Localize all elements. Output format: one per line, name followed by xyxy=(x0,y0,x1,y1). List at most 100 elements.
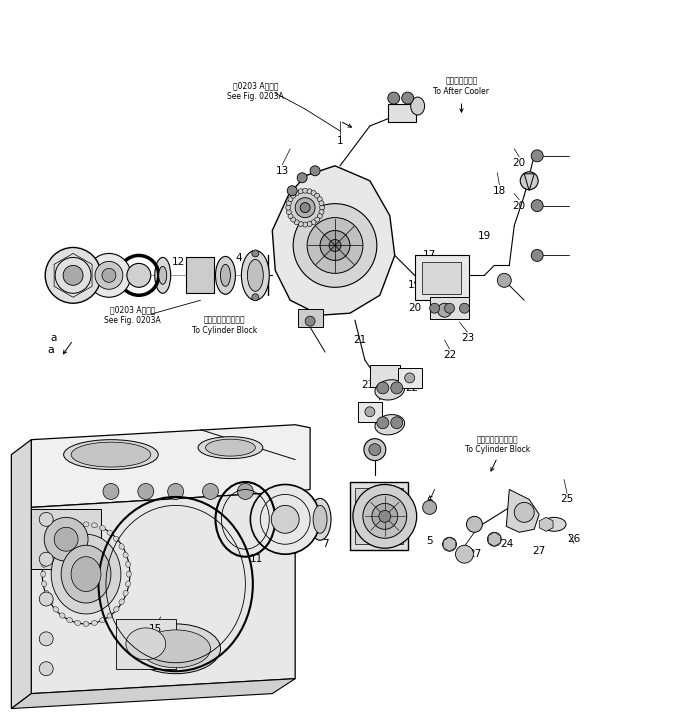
Ellipse shape xyxy=(71,557,101,591)
Circle shape xyxy=(298,189,304,194)
Circle shape xyxy=(443,537,456,552)
Text: a: a xyxy=(48,345,55,355)
Circle shape xyxy=(317,213,322,218)
Circle shape xyxy=(311,190,316,195)
Circle shape xyxy=(286,205,291,210)
Circle shape xyxy=(39,662,53,676)
Circle shape xyxy=(87,254,131,297)
Ellipse shape xyxy=(48,544,53,549)
Circle shape xyxy=(297,173,307,182)
Polygon shape xyxy=(506,490,539,532)
Ellipse shape xyxy=(59,530,65,536)
Circle shape xyxy=(39,592,53,606)
Circle shape xyxy=(320,205,324,210)
Ellipse shape xyxy=(67,526,73,531)
Ellipse shape xyxy=(114,536,119,541)
Circle shape xyxy=(377,417,389,429)
Bar xyxy=(429,297,470,319)
Text: To Cylinder Block: To Cylinder Block xyxy=(465,445,530,454)
Circle shape xyxy=(460,304,470,313)
Circle shape xyxy=(307,218,363,273)
Ellipse shape xyxy=(83,622,89,627)
Ellipse shape xyxy=(75,621,81,625)
Circle shape xyxy=(466,516,483,532)
Ellipse shape xyxy=(205,439,255,456)
Ellipse shape xyxy=(41,571,46,577)
Text: 10: 10 xyxy=(65,270,77,280)
Circle shape xyxy=(314,217,320,222)
Ellipse shape xyxy=(100,618,106,623)
Ellipse shape xyxy=(42,581,46,587)
Circle shape xyxy=(303,222,308,227)
Text: 図0203 A図参照: 図0203 A図参照 xyxy=(110,306,155,314)
Text: 7: 7 xyxy=(322,539,328,549)
Text: To After Cooler: To After Cooler xyxy=(433,87,489,96)
Bar xyxy=(398,368,422,388)
Text: 9: 9 xyxy=(112,268,119,278)
Circle shape xyxy=(288,213,293,218)
Circle shape xyxy=(319,210,324,215)
Text: To Cylinder Block: To Cylinder Block xyxy=(192,326,257,335)
Ellipse shape xyxy=(42,524,130,624)
Ellipse shape xyxy=(100,526,106,531)
Circle shape xyxy=(286,210,291,215)
Text: 11: 11 xyxy=(250,554,263,564)
Polygon shape xyxy=(11,678,295,709)
Circle shape xyxy=(379,510,391,522)
Text: 3: 3 xyxy=(215,273,222,283)
Circle shape xyxy=(391,417,402,429)
Circle shape xyxy=(39,632,53,646)
Ellipse shape xyxy=(542,518,566,531)
Text: 6: 6 xyxy=(426,497,433,506)
Text: アフタクーラへ: アフタクーラへ xyxy=(446,76,478,86)
Circle shape xyxy=(250,485,320,554)
Ellipse shape xyxy=(71,442,151,467)
Bar xyxy=(422,262,462,294)
Ellipse shape xyxy=(83,522,89,527)
Circle shape xyxy=(320,231,350,260)
Circle shape xyxy=(391,382,402,394)
Text: 21: 21 xyxy=(353,335,367,345)
Text: 5: 5 xyxy=(426,536,433,547)
Circle shape xyxy=(423,500,437,514)
Circle shape xyxy=(294,190,299,195)
Circle shape xyxy=(311,220,316,225)
Ellipse shape xyxy=(107,530,112,536)
Circle shape xyxy=(487,532,501,547)
Circle shape xyxy=(295,198,315,218)
Ellipse shape xyxy=(59,613,65,618)
Ellipse shape xyxy=(48,599,53,605)
Ellipse shape xyxy=(375,415,404,435)
Circle shape xyxy=(372,503,398,529)
Text: 図0203 A図参照: 図0203 A図参照 xyxy=(233,81,278,91)
Text: 14: 14 xyxy=(304,320,317,330)
Ellipse shape xyxy=(119,599,125,605)
Circle shape xyxy=(497,273,511,287)
Circle shape xyxy=(63,265,83,286)
Circle shape xyxy=(39,513,53,526)
Text: 23: 23 xyxy=(461,333,474,343)
Ellipse shape xyxy=(123,590,128,596)
Polygon shape xyxy=(31,492,295,694)
Ellipse shape xyxy=(215,257,236,294)
Text: 2: 2 xyxy=(258,263,264,273)
Circle shape xyxy=(252,250,259,257)
Circle shape xyxy=(39,552,53,566)
Text: 27: 27 xyxy=(468,549,481,559)
Circle shape xyxy=(456,545,473,563)
Ellipse shape xyxy=(44,552,49,558)
Ellipse shape xyxy=(51,534,121,614)
Ellipse shape xyxy=(411,97,425,115)
Circle shape xyxy=(287,186,297,195)
Ellipse shape xyxy=(127,571,131,577)
Circle shape xyxy=(445,304,454,313)
Polygon shape xyxy=(489,532,501,547)
Circle shape xyxy=(238,484,253,500)
Text: 19: 19 xyxy=(408,280,421,291)
Text: 20: 20 xyxy=(408,304,421,313)
Text: 18: 18 xyxy=(493,186,506,195)
Polygon shape xyxy=(444,537,456,552)
Ellipse shape xyxy=(309,498,331,540)
Circle shape xyxy=(363,495,406,539)
Ellipse shape xyxy=(53,536,59,541)
